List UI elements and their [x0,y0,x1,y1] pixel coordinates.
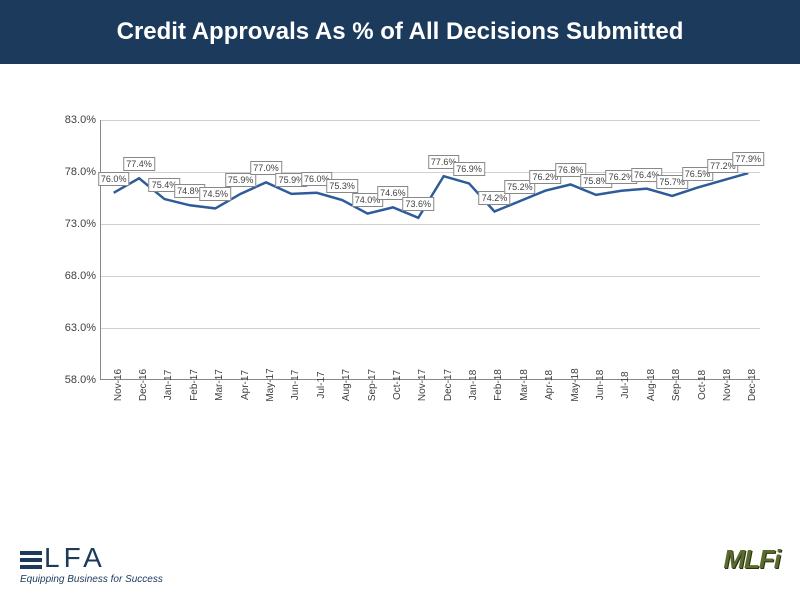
x-axis-label: Dec-16 [138,369,149,401]
x-axis-label: Jul-17 [316,371,327,398]
data-label: 75.3% [326,179,358,193]
x-axis-label: Aug-17 [341,369,352,401]
y-axis-label: 58.0% [51,374,96,386]
chart-title: Credit Approvals As % of All Decisions S… [0,0,800,64]
x-axis-label: Nov-16 [113,369,124,401]
x-axis-label: Feb-18 [493,369,504,401]
data-label: 73.6% [403,197,435,211]
data-label: 74.5% [199,187,231,201]
x-axis-label: Sep-17 [367,369,378,401]
data-label: 77.9% [733,152,765,166]
x-axis-label: Jul-18 [620,371,631,398]
x-axis-label: Oct-18 [697,370,708,400]
elfa-text: LFA [44,542,106,573]
elfa-tagline: Equipping Business for Success [20,574,163,585]
x-axis-label: Oct-17 [392,370,403,400]
x-axis-label: Jun-18 [595,370,606,401]
x-axis-label: May-18 [570,368,581,401]
y-axis-label: 68.0% [51,270,96,282]
elfa-logo: LFA Equipping Business for Success [20,544,163,585]
x-axis-label: Apr-17 [240,370,251,400]
x-axis-label: Dec-17 [443,369,454,401]
data-label: 77.4% [123,157,155,171]
footer-logos: LFA Equipping Business for Success MLFi [20,525,780,585]
plot-area: 58.0%63.0%68.0%73.0%78.0%83.0%76.0%77.4%… [100,120,760,380]
y-axis-label: 78.0% [51,166,96,178]
y-axis-label: 73.0% [51,218,96,230]
elfa-bars-icon [20,548,42,572]
chart-container: 58.0% 63.0% 68.0% 73.0% 78.0% 83.0% 76.0%77.4%… [50,110,770,470]
mlfi-logo: MLFi [723,544,780,575]
x-axis-label: Nov-17 [417,369,428,401]
data-label: 76.9% [453,162,485,176]
x-axis-label: Mar-17 [214,369,225,401]
data-label: 76.0% [98,172,130,186]
x-axis-label: Mar-18 [519,369,530,401]
gridline [101,224,760,225]
x-axis-label: Nov-18 [722,369,733,401]
x-axis-label: Aug-18 [646,369,657,401]
gridline [101,328,760,329]
x-axis-label: May-17 [265,368,276,401]
x-axis-label: Dec-18 [747,369,758,401]
x-axis-label: Apr-18 [544,370,555,400]
y-axis-label: 63.0% [51,322,96,334]
gridline [101,120,760,121]
y-axis-label: 83.0% [51,114,96,126]
x-axis-label: Feb-17 [189,369,200,401]
x-axis-label: Jan-17 [163,370,174,401]
gridline [101,276,760,277]
x-axis-label: Jan-18 [468,370,479,401]
x-axis-label: Jun-17 [290,370,301,401]
x-axis-label: Sep-18 [671,369,682,401]
